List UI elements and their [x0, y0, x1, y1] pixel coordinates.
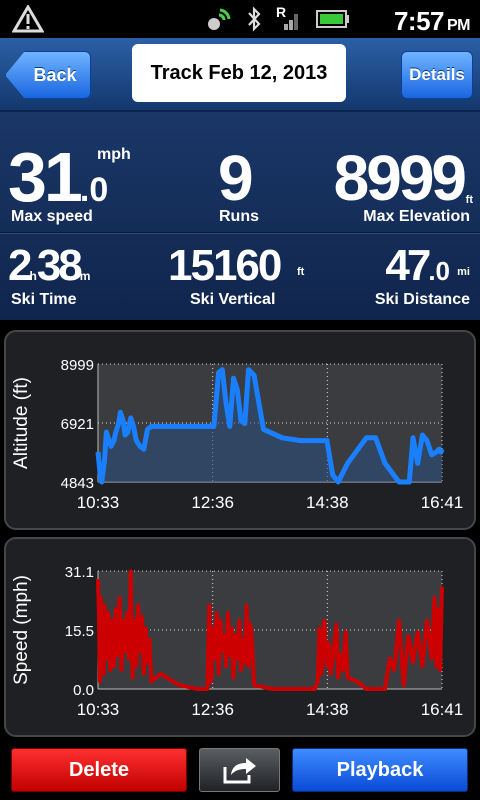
ski-distance-value: 47.0: [385, 241, 450, 290]
y-axis-title: Speed (mph): [11, 575, 32, 685]
stats-divider: [0, 232, 480, 234]
altitude-line: [95, 367, 445, 485]
ski-vertical-label: Ski Vertical: [190, 291, 276, 308]
sync-icon: [208, 8, 231, 30]
bluetooth-icon: [248, 6, 261, 32]
runs-label: Runs: [219, 208, 259, 225]
x-tick-label: 16:41: [421, 700, 464, 719]
x-tick-label: 12:36: [191, 493, 234, 512]
navigation-bar: Back Track Feb 12, 2013 Details: [0, 38, 480, 112]
y-tick-label: 8999: [61, 357, 94, 374]
ski-distance-unit: mi: [457, 266, 470, 278]
x-tick-label: 14:38: [306, 493, 349, 512]
runs-value: 9: [218, 142, 254, 214]
details-button[interactable]: Details: [401, 51, 473, 99]
warning-icon: [12, 5, 44, 33]
y-tick-label: 15.5: [65, 623, 94, 640]
max-speed-label: Max speed: [11, 208, 93, 225]
share-button[interactable]: [199, 748, 280, 792]
track-title: Track Feb 12, 2013: [132, 44, 346, 102]
max-elevation-value: 8999: [333, 142, 467, 214]
speed-chart-panel[interactable]: 31.1 15.5 0.0 10:33 12:36 14:38 16:41 Speed (mp…: [4, 537, 476, 737]
ski-vertical-unit: ft: [297, 266, 305, 278]
max-speed-unit: mph: [97, 146, 131, 163]
battery-icon: [316, 10, 349, 28]
y-tick-label: 0.0: [73, 682, 94, 699]
x-tick-label: 16:41: [421, 493, 464, 512]
y-tick-label: 31.1: [65, 564, 94, 581]
speed-line: [96, 569, 444, 691]
share-arrow-icon: [223, 758, 256, 784]
status-bar: R 7:57 PM: [0, 0, 480, 38]
x-tick-label: 10:33: [77, 700, 120, 719]
signal-icon: R: [276, 4, 302, 32]
ski-time-label: Ski Time: [11, 291, 77, 308]
x-tick-label: 14:38: [306, 700, 349, 719]
clock: 7:57 PM: [393, 6, 471, 36]
max-elevation-unit: ft: [465, 194, 473, 206]
back-button[interactable]: Back: [5, 51, 91, 99]
y-axis-title: Altitude (ft): [11, 377, 32, 469]
altitude-chart-panel[interactable]: 8999 6921 4843 10:33 12:36 14:38 16:41 Altitude…: [4, 330, 476, 530]
y-tick-label: 4843: [61, 475, 94, 492]
playback-button[interactable]: Playback: [292, 748, 468, 792]
delete-button[interactable]: Delete: [11, 748, 187, 792]
x-tick-label: 10:33: [77, 493, 120, 512]
bottom-toolbar: Delete Playback: [0, 740, 480, 800]
ski-vertical-value: 15160: [168, 241, 282, 290]
max-elevation-label: Max Elevation: [363, 208, 470, 225]
stats-panel: 31.0 mph Max speed 9 Runs 8999 ft Max El…: [0, 112, 480, 320]
y-tick-label: 6921: [61, 416, 94, 433]
max-speed-value: 31.0: [8, 138, 109, 216]
ski-time-value: 2h38m: [8, 241, 91, 290]
status-icons: R: [206, 4, 350, 32]
speed-chart: 31.1 15.5 0.010:33 12:36 14:38 16:41 Speed (mp…: [11, 564, 464, 719]
ski-distance-label: Ski Distance: [374, 291, 470, 308]
x-tick-label: 12:36: [191, 700, 234, 719]
